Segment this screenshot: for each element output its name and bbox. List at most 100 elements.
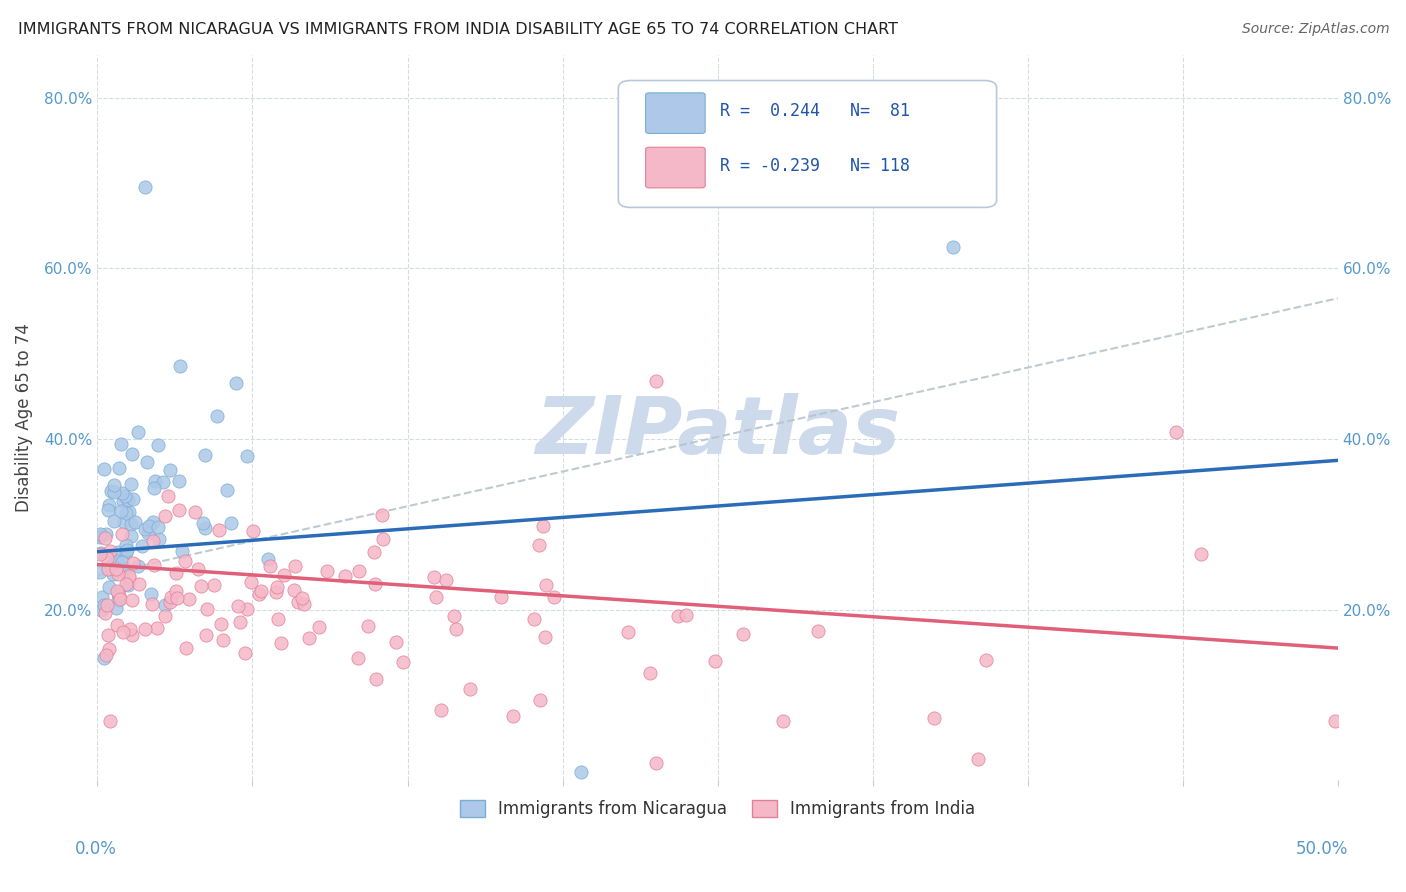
Point [139,587,162,601]
Point [942,240,965,254]
Point [922,711,945,725]
Point [194,448,217,462]
Point [430,702,453,716]
Point [108,591,131,606]
Point [97,561,120,575]
Point [170,544,193,558]
Point [103,485,125,500]
Point [114,565,136,579]
Point [107,586,129,600]
Point [247,587,270,601]
Point [190,579,212,593]
Point [134,523,156,537]
Point [136,525,159,540]
Point [364,577,387,591]
Point [117,493,139,508]
Point [159,463,181,477]
Point [193,521,215,535]
Point [94,606,117,620]
Point [543,590,565,604]
Point [257,552,280,566]
Point [98,714,121,728]
Point [229,615,252,630]
Point [266,580,288,594]
Point [90,590,112,604]
Point [264,585,287,599]
Point [128,577,150,591]
Point [135,455,157,469]
Point [98,642,121,657]
Point [385,635,408,649]
Point [143,482,166,496]
Point [444,622,467,636]
Point [110,504,132,518]
Point [121,592,143,607]
Point [176,641,198,656]
Point [529,693,551,707]
Point [569,764,592,779]
Point [107,592,129,607]
Point [155,608,177,623]
Text: IMMIGRANTS FROM NICARAGUA VS IMMIGRANTS FROM INDIA DISABILITY AGE 65 TO 74 CORRE: IMMIGRANTS FROM NICARAGUA VS IMMIGRANTS … [18,22,898,37]
Point [96,598,118,612]
Point [146,621,169,635]
Point [644,756,666,771]
Point [107,545,129,559]
Point [112,493,135,508]
Point [115,577,138,591]
Point [273,568,295,582]
Point [89,527,111,541]
Point [174,553,197,567]
Point [291,591,314,606]
Point [146,438,169,452]
Point [89,565,111,579]
Point [115,543,138,558]
Point [443,608,465,623]
Point [121,447,143,461]
Point [357,619,380,633]
Point [103,478,125,492]
Point [120,517,142,532]
Point [148,532,170,546]
Point [283,583,305,598]
Point [138,518,160,533]
Point [225,376,247,390]
Point [772,714,794,728]
Point [134,180,156,194]
Point [315,564,337,578]
Point [202,578,225,592]
Point [105,561,128,575]
Point [974,653,997,667]
Point [111,485,134,500]
FancyBboxPatch shape [645,147,706,188]
Point [159,595,181,609]
Point [111,555,134,569]
Point [146,520,169,534]
Point [89,546,111,560]
Text: ZIPatlas: ZIPatlas [536,393,900,471]
Point [370,508,392,523]
Point [142,515,165,529]
Text: 0.0%: 0.0% [75,840,117,858]
Point [228,599,250,613]
Point [96,526,118,541]
Y-axis label: Disability Age 65 to 74: Disability Age 65 to 74 [15,323,32,512]
Point [187,562,209,576]
Point [259,559,281,574]
Point [142,558,165,572]
Point [527,538,550,552]
Point [93,531,115,545]
Point [89,530,111,544]
Text: R = -0.239   N= 118: R = -0.239 N= 118 [720,157,910,175]
Point [208,523,231,537]
Point [167,474,190,488]
Point [212,632,235,647]
Point [195,628,218,642]
Point [675,607,697,622]
Point [118,568,141,582]
Point [425,590,447,604]
Point [108,461,131,475]
Legend: Immigrants from Nicaragua, Immigrants from India: Immigrants from Nicaragua, Immigrants fr… [451,791,984,826]
Point [153,508,176,523]
Point [236,450,259,464]
